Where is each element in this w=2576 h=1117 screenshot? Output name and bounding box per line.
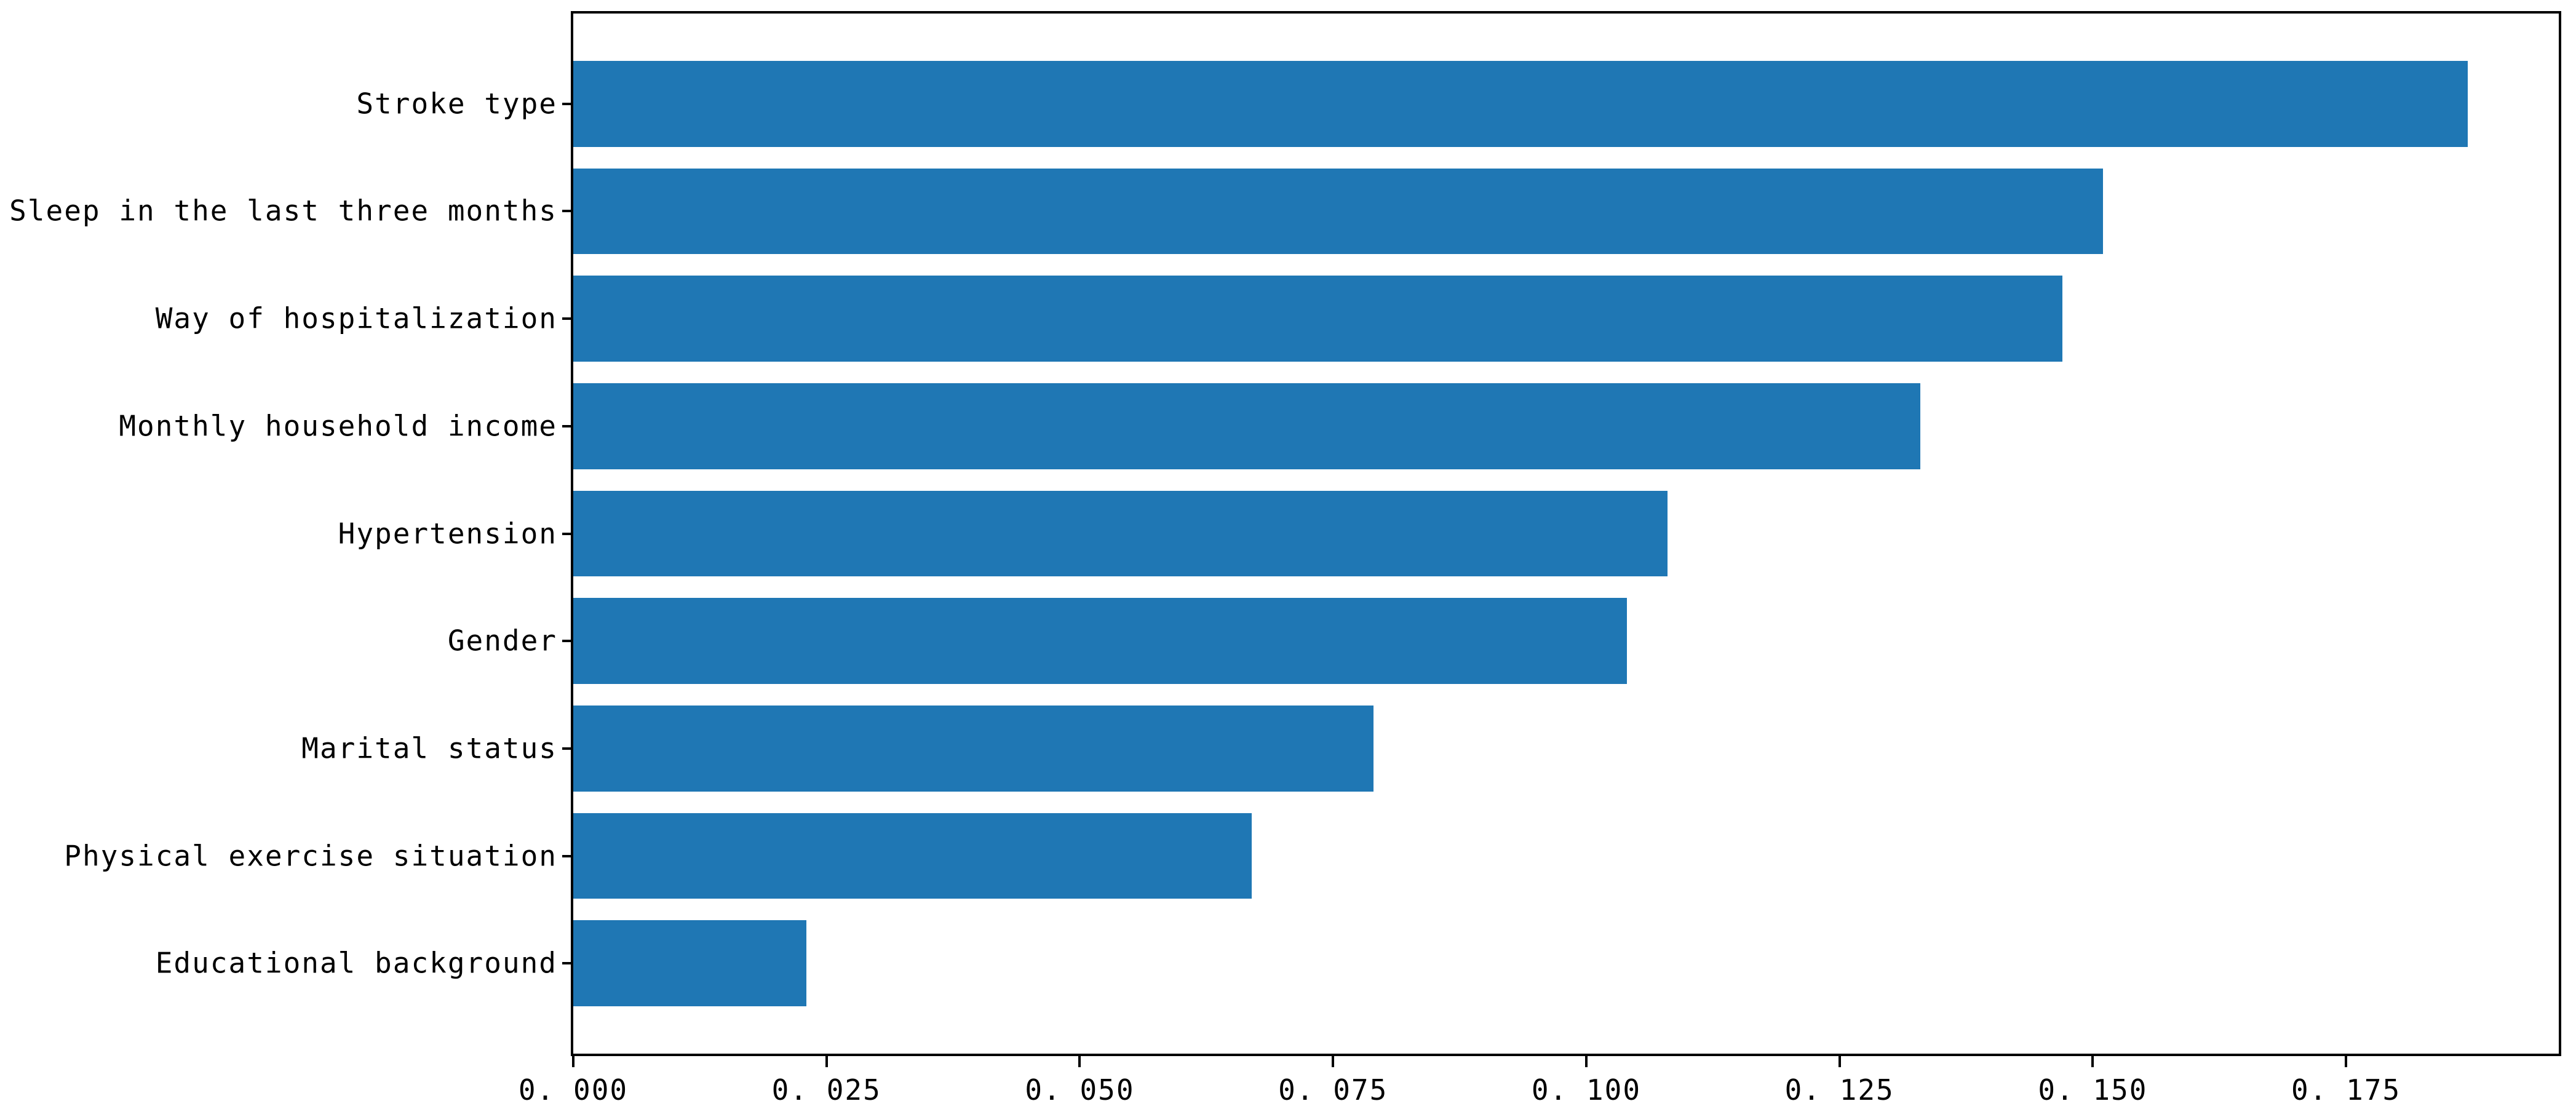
x-axis-tick — [1078, 1054, 1081, 1067]
x-axis-tick — [2091, 1054, 2094, 1067]
bar — [573, 813, 1252, 899]
y-axis-tick — [562, 854, 573, 857]
x-tick-label: 0. 025 — [771, 1073, 881, 1107]
x-tick-label: 0. 050 — [1025, 1073, 1135, 1107]
y-tick-label: Marital status — [301, 731, 557, 765]
x-tick-label: 0. 100 — [1531, 1073, 1642, 1107]
bar — [573, 920, 806, 1007]
y-axis-tick — [562, 640, 573, 643]
x-axis-tick — [825, 1054, 828, 1067]
y-axis-tick — [562, 424, 573, 427]
y-tick-label: Way of hospitalization — [155, 301, 557, 335]
y-tick-label: Educational background — [155, 946, 557, 980]
x-axis-tick — [2345, 1054, 2348, 1067]
y-tick-label: Gender — [447, 624, 557, 658]
y-axis-tick — [562, 210, 573, 213]
bar — [573, 168, 2103, 255]
y-tick-label: Stroke type — [356, 87, 557, 121]
plot-area: Stroke type Sleep in the last three month… — [9, 11, 2561, 1105]
bar — [573, 706, 1374, 792]
x-axis-tick — [1838, 1054, 1841, 1067]
x-axis-tick — [1332, 1054, 1335, 1067]
bar — [573, 490, 1668, 577]
bar — [573, 598, 1627, 685]
x-tick-label: 0. 075 — [1278, 1073, 1388, 1107]
x-axis-tick — [1584, 1054, 1588, 1067]
x-tick-label: 0. 175 — [2291, 1073, 2401, 1107]
y-tick-label: Sleep in the last three months — [9, 194, 557, 228]
y-axis-tick — [562, 102, 573, 105]
x-axis-tick — [572, 1054, 574, 1067]
y-tick-label: Hypertension — [338, 517, 557, 551]
y-tick-label: Physical exercise situation — [64, 839, 557, 873]
bar — [573, 60, 2468, 147]
bar — [573, 276, 2062, 362]
x-tick-label: 0. 125 — [1784, 1073, 1894, 1107]
y-axis-tick — [562, 747, 573, 750]
y-axis-tick — [562, 962, 573, 965]
x-tick-label: 0. 150 — [2038, 1073, 2148, 1107]
y-tick-label: Monthly household income — [119, 409, 557, 443]
x-tick-label: 0. 000 — [518, 1073, 629, 1107]
y-axis-tick — [562, 317, 573, 320]
y-axis-tick — [562, 532, 573, 535]
bar — [573, 383, 1921, 469]
